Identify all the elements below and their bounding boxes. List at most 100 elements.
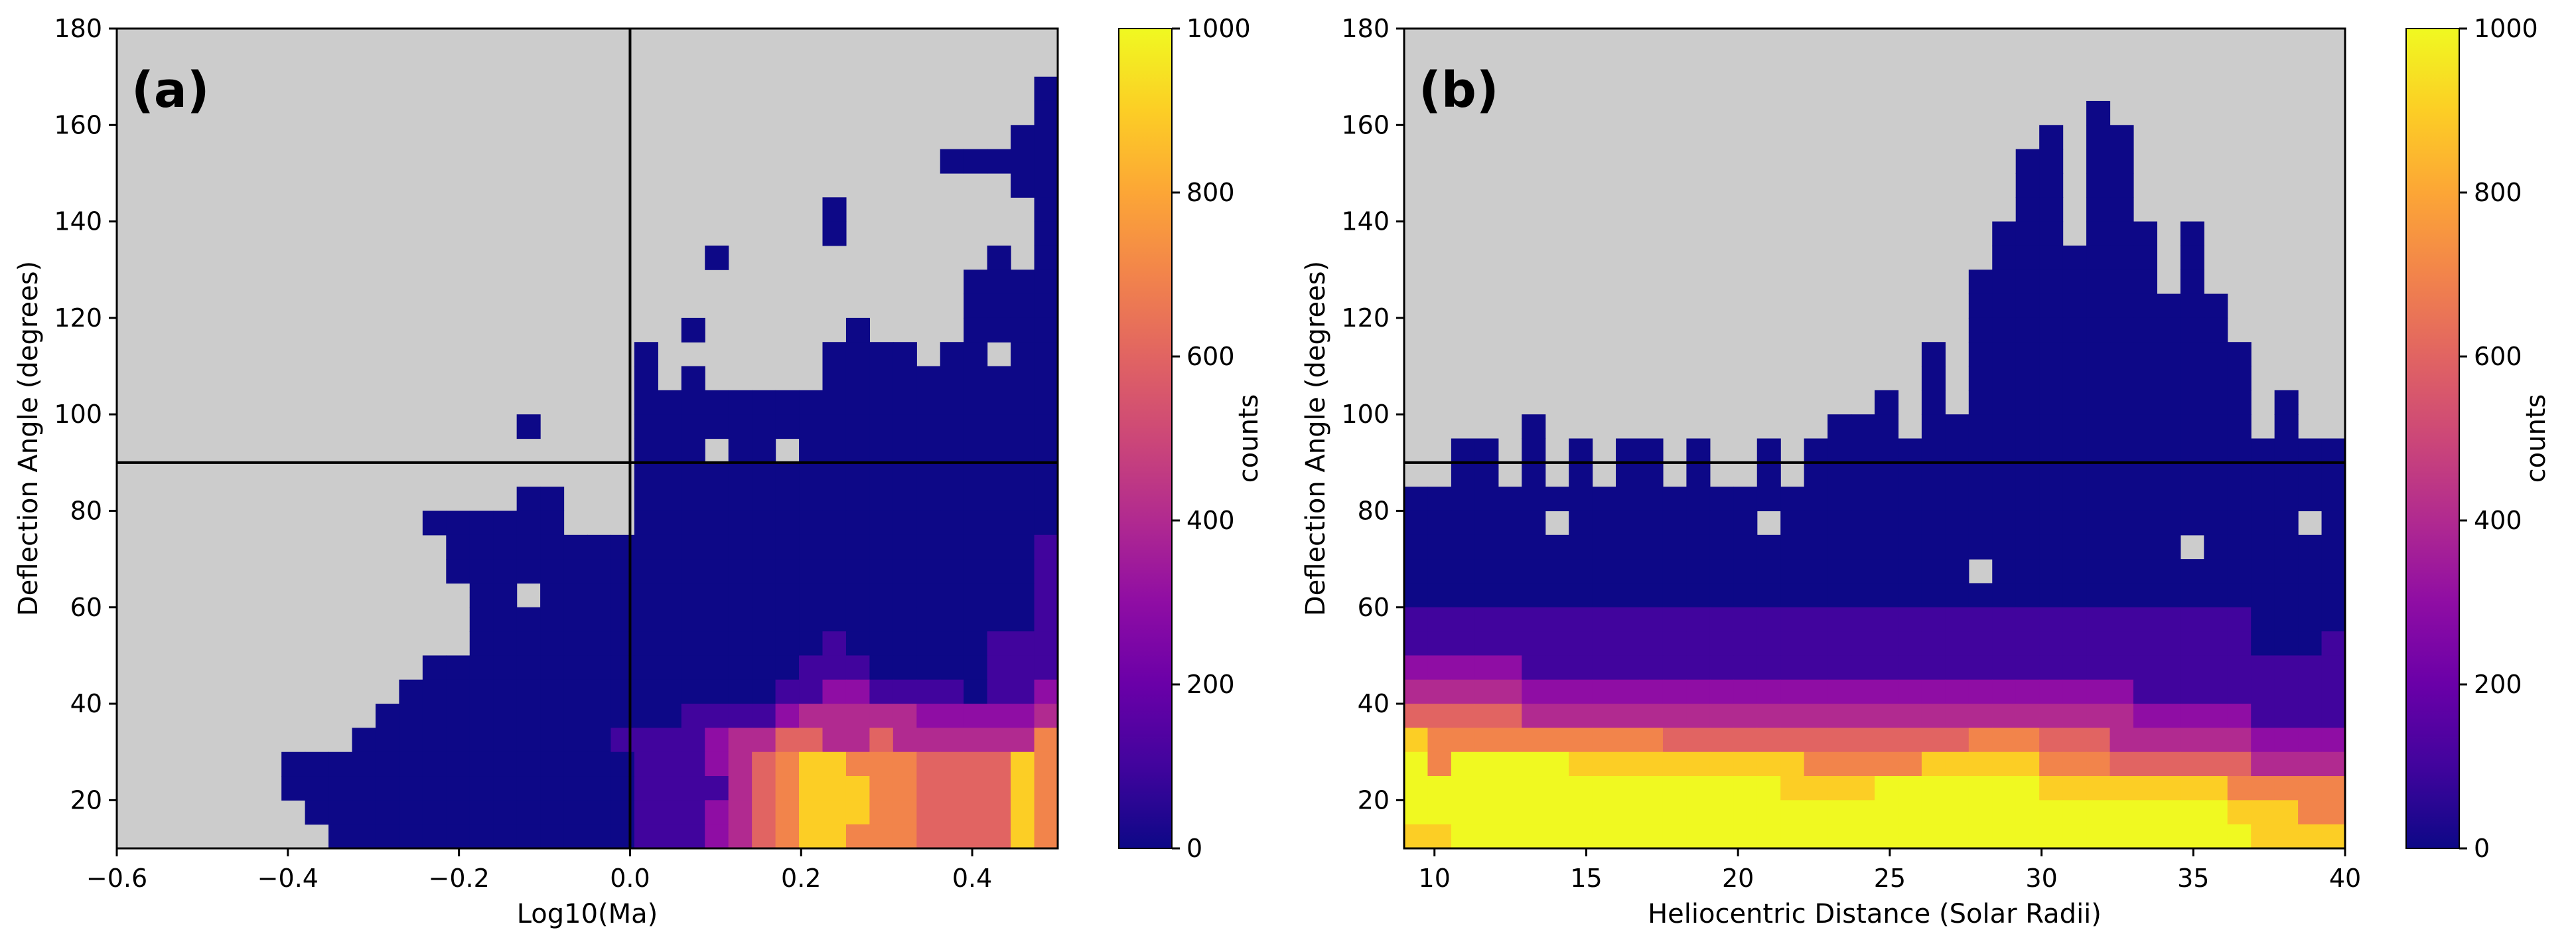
- heatmap-cell: [1616, 776, 1640, 801]
- heatmap-cell: [728, 800, 752, 825]
- heatmap-cell: [446, 559, 470, 584]
- heatmap-cell: [2298, 728, 2323, 753]
- heatmap-cell: [1875, 487, 1899, 512]
- heatmap-cell: [2133, 728, 2157, 753]
- heatmap-cell: [1945, 534, 1969, 560]
- heatmap-cell: [1569, 800, 1593, 825]
- heatmap-cell: [1011, 559, 1035, 584]
- heatmap-cell: [916, 800, 941, 825]
- heatmap-cell: [869, 462, 894, 487]
- heatmap-cell: [1034, 390, 1058, 415]
- panel-a: −0.6 −0.4 −0.2 0.0 0.2 0.4 20 40 60 80 100 120 140 1…: [13, 14, 1059, 929]
- heatmap-cell: [2180, 245, 2204, 270]
- heatmap-cell: [1522, 824, 1546, 849]
- heatmap-cell: [845, 679, 870, 704]
- heatmap-cell: [916, 510, 941, 536]
- heatmap-cell: [775, 679, 800, 704]
- heatmap-cell: [1034, 270, 1058, 295]
- heatmap-cell: [1709, 655, 1734, 680]
- heatmap-cell: [869, 607, 894, 632]
- heatmap-cell: [799, 487, 823, 512]
- heatmap-cell: [1756, 679, 1781, 704]
- heatmap-cell: [2062, 245, 2087, 270]
- heatmap-cell: [587, 800, 612, 825]
- heatmap-cell: [1968, 583, 1993, 608]
- heatmap-cell: [516, 704, 541, 728]
- heatmap-cell: [681, 800, 705, 825]
- heatmap-cell: [634, 510, 658, 536]
- heatmap-cell: [1498, 776, 1522, 801]
- heatmap-cell: [1875, 751, 1899, 777]
- heatmap-cell: [2062, 631, 2087, 657]
- heatmap-cell: [799, 631, 823, 657]
- heatmap-cell: [893, 728, 917, 753]
- heatmap-cell: [2110, 800, 2134, 825]
- heatmap-cell: [1898, 776, 1922, 801]
- heatmap-cell: [1592, 704, 1616, 728]
- heatmap-cell: [2015, 510, 2040, 536]
- panel-a-y-axis-label: Deflection Angle (degrees): [13, 261, 44, 616]
- heatmap-cell: [893, 583, 917, 608]
- heatmap-cell: [446, 510, 470, 536]
- heatmap-cell: [940, 414, 964, 439]
- heatmap-cell: [916, 487, 941, 512]
- heatmap-cell: [2204, 414, 2228, 439]
- heatmap-cell: [2062, 704, 2087, 728]
- heatmap-cell: [352, 751, 376, 777]
- heatmap-cell: [1921, 824, 1946, 849]
- heatmap-cell: [1404, 583, 1429, 608]
- heatmap-cell: [2133, 487, 2157, 512]
- heatmap-cell: [822, 583, 847, 608]
- heatmap-cell: [987, 776, 1011, 801]
- heatmap-cell: [1898, 462, 1922, 487]
- heatmap-cell: [681, 487, 705, 512]
- heatmap-cell: [845, 583, 870, 608]
- heatmap-cell: [681, 655, 705, 680]
- heatmap-cell: [493, 776, 518, 801]
- heatmap-cell: [1756, 655, 1781, 680]
- heatmap-cell: [987, 679, 1011, 704]
- heatmap-cell: [1875, 824, 1899, 849]
- colorbar-tick-label: 0: [1186, 834, 1202, 863]
- heatmap-cell: [2298, 751, 2323, 777]
- heatmap-cell: [799, 390, 823, 415]
- heatmap-cell: [1011, 293, 1035, 319]
- heatmap-cell: [2133, 221, 2157, 246]
- heatmap-cell: [493, 510, 518, 536]
- heatmap-cell: [2298, 655, 2323, 680]
- heatmap-cell: [469, 583, 494, 608]
- heatmap-cell: [1011, 631, 1035, 657]
- heatmap-cell: [940, 462, 964, 487]
- heatmap-cell: [916, 655, 941, 680]
- heatmap-cell: [2227, 655, 2252, 680]
- heatmap-cell: [1498, 679, 1522, 704]
- heatmap-cell: [869, 342, 894, 367]
- heatmap-cell: [2321, 462, 2346, 487]
- heatmap-cell: [2251, 631, 2275, 657]
- heatmap-cell: [1686, 462, 1711, 487]
- heatmap-cell: [1780, 679, 1805, 704]
- heatmap-cell: [1474, 776, 1499, 801]
- heatmap-cell: [352, 728, 376, 753]
- heatmap-cell: [1968, 800, 1993, 825]
- heatmap-cell: [2110, 534, 2134, 560]
- heatmap-cell: [2039, 631, 2064, 657]
- heatmap-cell: [1662, 534, 1687, 560]
- heatmap-cell: [2110, 414, 2134, 439]
- heatmap-cell: [2086, 197, 2111, 222]
- heatmap-cell: [2321, 510, 2346, 536]
- heatmap-cell: [2204, 728, 2228, 753]
- heatmap-cell: [2015, 390, 2040, 415]
- heatmap-cell: [1451, 776, 1475, 801]
- heatmap-cell: [1686, 655, 1711, 680]
- heatmap-cell: [1827, 534, 1852, 560]
- heatmap-cell: [705, 583, 729, 608]
- heatmap-cell: [2298, 776, 2323, 801]
- heatmap-cell: [305, 800, 329, 825]
- heatmap-cell: [2086, 751, 2111, 777]
- heatmap-cell: [2039, 728, 2064, 753]
- heatmap-cell: [775, 414, 800, 439]
- heatmap-cell: [1992, 728, 2017, 753]
- heatmap-cell: [2062, 414, 2087, 439]
- heatmap-cell: [2110, 631, 2134, 657]
